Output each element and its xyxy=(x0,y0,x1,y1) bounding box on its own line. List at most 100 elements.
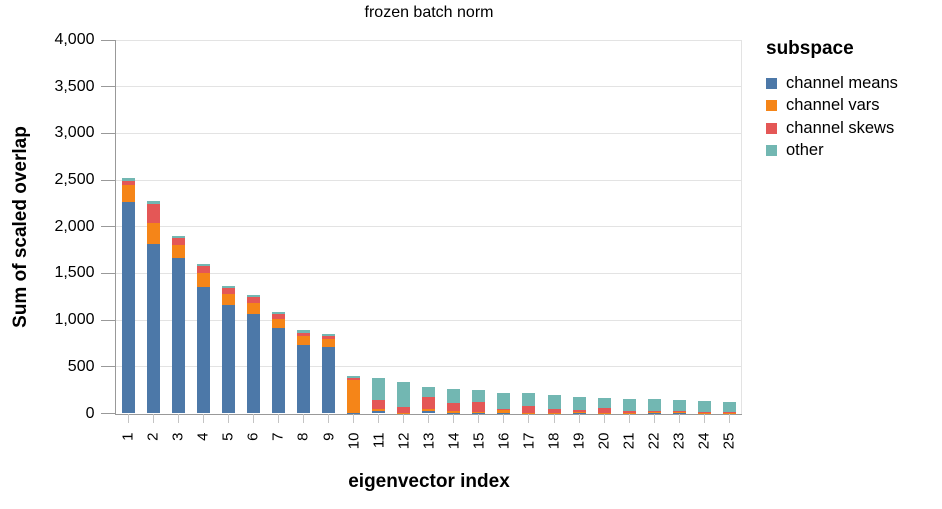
x-axis-tick xyxy=(478,413,480,423)
x-axis-tick-label: 7 xyxy=(269,432,287,441)
x-axis-tick xyxy=(378,413,380,423)
bar-segment-other xyxy=(322,333,335,337)
bar-segment-channel-means xyxy=(196,287,210,414)
x-axis-tick xyxy=(528,413,530,423)
bar-segment-channel-means xyxy=(246,314,260,414)
bar-segment-channel-skews xyxy=(522,406,536,413)
plot-right-border xyxy=(741,40,742,414)
legend: subspace channel means channel vars channe… xyxy=(766,38,898,162)
bar-segment-channel-skews xyxy=(322,336,335,339)
bar-segment-channel-skews xyxy=(196,265,210,273)
legend-swatch-icon xyxy=(766,145,777,157)
bar-segment-channel-vars xyxy=(672,412,686,414)
bar-segment-channel-skews xyxy=(472,401,486,413)
bar-segment-channel-vars xyxy=(347,379,361,414)
x-axis-tick-label: 10 xyxy=(345,432,363,450)
bar-segment-other xyxy=(447,389,461,404)
x-axis-tick-label: 23 xyxy=(670,432,688,450)
x-axis-tick xyxy=(127,413,129,423)
y-axis-tick xyxy=(100,319,116,321)
bar-segment-channel-skews xyxy=(597,407,611,413)
x-axis-tick xyxy=(703,413,705,423)
legend-items: channel means channel vars channel skews ot… xyxy=(766,72,898,162)
x-axis-tick-label: 21 xyxy=(620,432,638,450)
bar-segment-channel-vars xyxy=(472,412,486,414)
bar-segment-channel-vars xyxy=(171,244,185,259)
legend-swatch-icon xyxy=(766,100,777,112)
bar-segment-channel-skews xyxy=(547,409,561,413)
bar-segment-channel-skews xyxy=(296,332,310,336)
x-axis-tick-label: 18 xyxy=(545,432,563,450)
bar-segment-channel-vars xyxy=(572,412,586,414)
x-axis-tick xyxy=(277,413,279,423)
bar-segment-other xyxy=(397,382,411,408)
legend-item: channel skews xyxy=(766,117,898,140)
bar-segment-channel-vars xyxy=(146,222,160,244)
gridline xyxy=(115,39,742,41)
legend-item: other xyxy=(766,140,898,163)
bar-segment-other xyxy=(171,235,185,238)
x-axis-tick xyxy=(678,413,680,423)
x-axis-tick xyxy=(578,413,580,423)
gridline xyxy=(115,272,742,274)
bar-segment-other xyxy=(472,390,486,402)
bar-segment-channel-skews xyxy=(121,180,135,186)
x-axis-tick-label: 8 xyxy=(294,432,312,441)
bar-segment-channel-skews xyxy=(722,411,736,414)
y-axis-tick xyxy=(100,272,116,274)
legend-label: channel vars xyxy=(786,96,880,115)
y-axis-tick-label: 2,500 xyxy=(54,171,95,189)
bar-segment-channel-means xyxy=(146,243,160,414)
bar-segment-channel-skews xyxy=(697,412,711,414)
bar-segment-channel-vars xyxy=(296,335,310,345)
x-axis-tick-label: 13 xyxy=(420,432,438,450)
x-axis-tick xyxy=(628,413,630,423)
bar-segment-channel-vars xyxy=(547,412,561,414)
x-axis-tick xyxy=(227,413,229,423)
bar-segment-other xyxy=(497,392,511,409)
bar-segment-channel-skews xyxy=(221,288,235,295)
bar-segment-other xyxy=(296,330,310,333)
x-axis-title: eigenvector index xyxy=(348,471,510,492)
y-axis-tick xyxy=(100,179,116,181)
bar-segment-other xyxy=(697,401,711,413)
legend-swatch-icon xyxy=(766,122,777,134)
bar-segment-other xyxy=(572,397,586,411)
x-axis-tick-label: 1 xyxy=(119,432,137,441)
bar-segment-other xyxy=(722,401,736,412)
bar-segment-channel-skews xyxy=(397,407,411,413)
x-axis-tick xyxy=(252,413,254,423)
y-axis-tick xyxy=(100,413,116,414)
bar-segment-channel-skews xyxy=(672,411,686,413)
bar-segment-channel-means xyxy=(221,304,235,414)
y-axis-tick-label: 0 xyxy=(85,404,95,422)
bar-segment-channel-means xyxy=(296,344,310,414)
bar-segment-channel-skews xyxy=(347,378,361,380)
x-axis-tick xyxy=(728,413,730,423)
y-axis-tick-label: 1,000 xyxy=(54,311,95,329)
bar-segment-channel-skews xyxy=(572,410,586,413)
bar-segment-other xyxy=(347,375,361,379)
bar-segment-channel-means xyxy=(271,327,285,414)
x-axis-tick xyxy=(603,413,605,423)
bar-segment-channel-skews xyxy=(447,403,461,412)
bar-segment-channel-skews xyxy=(497,409,511,411)
bar-segment-other xyxy=(647,399,661,412)
x-axis-tick xyxy=(353,413,355,423)
bar-segment-other xyxy=(246,294,260,298)
gridline xyxy=(115,86,742,88)
bar-segment-channel-skews xyxy=(246,297,260,304)
x-axis-tick-label: 20 xyxy=(595,432,613,450)
x-axis-tick xyxy=(553,413,555,423)
bar-segment-other xyxy=(372,378,386,400)
bar-segment-other xyxy=(146,201,160,204)
bar-segment-channel-vars xyxy=(647,412,661,414)
x-axis-tick xyxy=(503,413,505,423)
bar-segment-channel-skews xyxy=(372,399,386,410)
y-axis-tick xyxy=(100,366,116,368)
gridline xyxy=(115,319,742,321)
bar-segment-channel-vars xyxy=(422,409,436,412)
x-axis-tick-label: 24 xyxy=(695,432,713,450)
gridline xyxy=(115,226,742,228)
x-axis-tick xyxy=(428,413,430,423)
